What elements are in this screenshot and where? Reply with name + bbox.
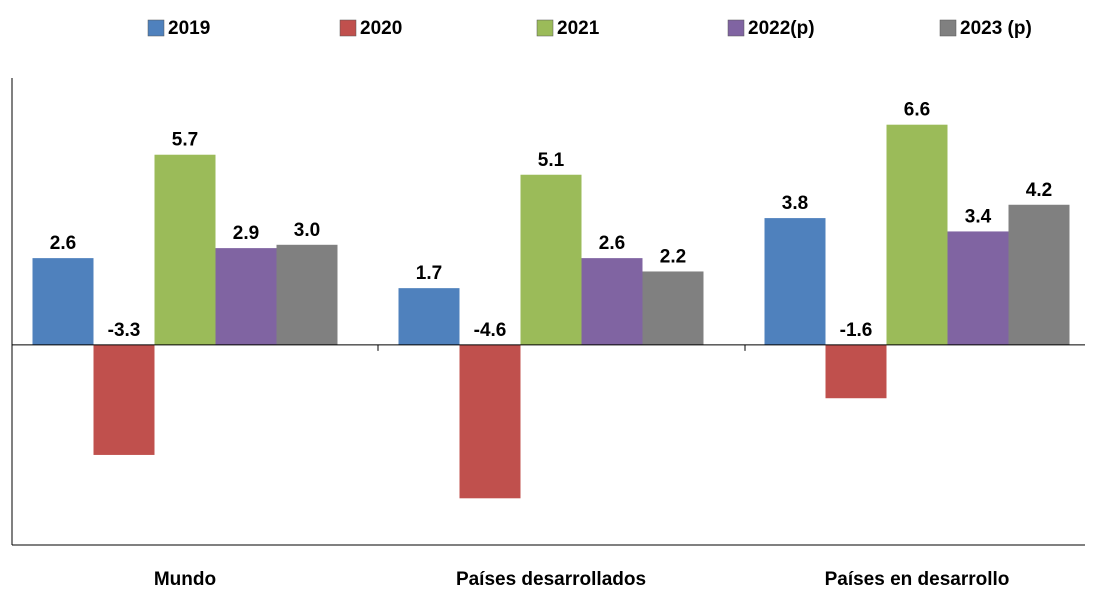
bar — [93, 344, 155, 455]
legend-swatch — [147, 19, 165, 37]
value-label: 3.4 — [965, 206, 992, 227]
value-label: 3.0 — [294, 220, 320, 241]
bar — [581, 258, 643, 345]
bar — [764, 218, 826, 345]
bar — [32, 258, 94, 345]
bar — [825, 344, 887, 399]
legend-swatch — [536, 19, 554, 37]
bar — [398, 288, 460, 345]
legend-swatch — [939, 19, 957, 37]
bar — [520, 174, 582, 345]
bar — [886, 124, 948, 345]
bar — [215, 248, 277, 345]
bar — [276, 244, 338, 345]
value-label: 2.9 — [233, 223, 259, 244]
legend-label: 2019 — [168, 18, 210, 39]
value-label: 2.6 — [599, 233, 625, 254]
value-label: -1.6 — [840, 320, 873, 341]
value-label: 3.8 — [782, 193, 808, 214]
legend-label: 2022(p) — [748, 18, 815, 39]
value-label: 2.6 — [50, 233, 76, 254]
value-label: 2.2 — [660, 246, 686, 267]
value-label: -4.6 — [474, 320, 507, 341]
bar — [642, 271, 704, 345]
value-label: 6.6 — [904, 100, 930, 121]
legend-label: 2023 (p) — [960, 18, 1032, 39]
legend-label: 2020 — [360, 18, 402, 39]
legend-swatch — [727, 19, 745, 37]
value-label: 5.1 — [538, 150, 565, 171]
x-tick-label: Mundo — [154, 569, 216, 590]
value-label: 1.7 — [416, 263, 442, 284]
bar — [947, 231, 1009, 345]
legend-label: 2021 — [557, 18, 600, 39]
bar — [459, 344, 521, 499]
x-tick-label: Países desarrollados — [456, 569, 646, 590]
value-label: 5.7 — [172, 130, 198, 151]
legend-swatch — [339, 19, 357, 37]
x-tick-label: Países en desarrollo — [825, 569, 1010, 590]
value-label: 4.2 — [1026, 180, 1052, 201]
value-label: -3.3 — [108, 320, 141, 341]
bar — [154, 154, 216, 345]
bar — [1008, 204, 1070, 345]
